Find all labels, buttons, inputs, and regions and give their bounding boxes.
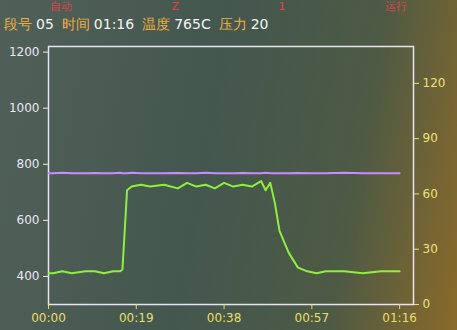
html-text:1: 1 (278, 0, 286, 13)
svg-text:1200: 1200 (9, 45, 40, 59)
svg-text:00:38: 00:38 (207, 311, 242, 325)
svg-text:400: 400 (17, 269, 40, 283)
html-text:运行: 运行 (385, 0, 408, 13)
html-text:压力 20: 压力 20 (218, 16, 269, 32)
svg-text:01:16: 01:16 (382, 311, 417, 325)
svg-text:120: 120 (423, 76, 446, 90)
html-text:段号 05: 段号 05 (4, 16, 54, 32)
svg-text:60: 60 (423, 187, 438, 201)
svg-text:90: 90 (423, 131, 438, 145)
svg-text:0: 0 (423, 297, 431, 311)
html-text:温度 765C: 温度 765C (142, 16, 211, 32)
html-text:自动: 自动 (49, 0, 72, 13)
html-text:时间 01:16: 时间 01:16 (61, 16, 135, 32)
svg-text:00:00: 00:00 (31, 311, 66, 325)
svg-text:00:57: 00:57 (295, 311, 330, 325)
html-text:Z: Z (171, 0, 179, 13)
svg-text:1000: 1000 (9, 101, 40, 115)
svg-text:800: 800 (17, 157, 40, 171)
svg-text:00:19: 00:19 (119, 311, 154, 325)
svg-text:30: 30 (423, 242, 438, 256)
svg-text:600: 600 (17, 213, 40, 227)
